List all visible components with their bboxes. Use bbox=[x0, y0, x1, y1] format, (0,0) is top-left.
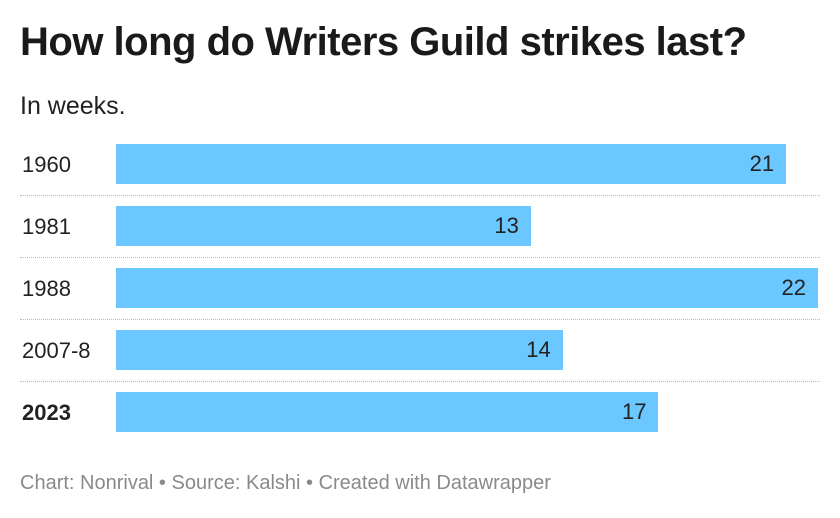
value-label: 14 bbox=[526, 337, 551, 362]
category-label: 2023 bbox=[22, 400, 71, 425]
bar-row-2007-8: 2007-8 14 bbox=[0, 326, 840, 388]
bar-row-1960: 1960 21 bbox=[0, 140, 840, 202]
bar-row-1981: 1981 13 bbox=[0, 202, 840, 264]
bar-chart: 1960 21 1981 13 1988 22 2007-8 14 2023 17 bbox=[0, 140, 840, 440]
category-label: 1981 bbox=[22, 214, 71, 239]
bar bbox=[116, 206, 531, 246]
value-label: 13 bbox=[494, 213, 519, 238]
row-separator bbox=[20, 319, 820, 320]
category-label: 1988 bbox=[22, 276, 71, 301]
bar bbox=[116, 144, 787, 184]
row-separator bbox=[20, 257, 820, 258]
value-label: 17 bbox=[621, 399, 647, 424]
value-label: 22 bbox=[781, 275, 806, 300]
chart-title: How long do Writers Guild strikes last? bbox=[20, 20, 747, 64]
bar bbox=[116, 330, 563, 370]
row-separator bbox=[20, 195, 820, 196]
category-label: 1960 bbox=[22, 152, 71, 177]
bar-row-2023: 2023 17 bbox=[0, 388, 840, 450]
bar bbox=[116, 392, 659, 432]
value-label: 21 bbox=[749, 151, 775, 176]
bar-row-1988: 1988 22 bbox=[0, 264, 840, 326]
category-label: 2007-8 bbox=[22, 338, 91, 363]
chart-footer: Chart: Nonrival • Source: Kalshi • Creat… bbox=[20, 472, 551, 494]
bar bbox=[116, 268, 818, 308]
chart-subtitle: In weeks. bbox=[20, 92, 126, 120]
row-separator bbox=[20, 381, 820, 382]
